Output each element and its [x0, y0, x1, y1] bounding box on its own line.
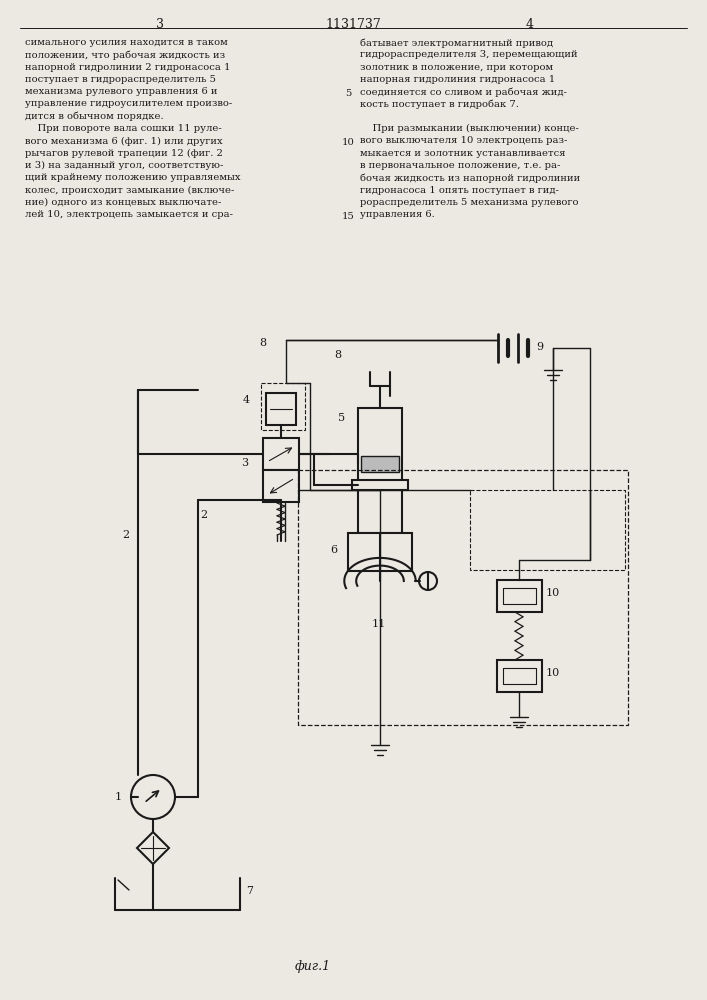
Bar — [263, 438, 299, 470]
Text: 2: 2 — [122, 530, 129, 540]
Text: 5: 5 — [345, 89, 351, 98]
Text: мыкается и золотник устанавливается: мыкается и золотник устанавливается — [360, 149, 566, 158]
Text: 7: 7 — [246, 886, 253, 896]
Text: ние) одного из концевых выключате-: ние) одного из концевых выключате- — [25, 198, 221, 207]
Text: 15: 15 — [341, 212, 354, 221]
Text: рораспределитель 5 механизма рулевого: рораспределитель 5 механизма рулевого — [360, 198, 578, 207]
Text: 10: 10 — [546, 668, 560, 678]
Bar — [352, 480, 408, 490]
Text: 8: 8 — [334, 350, 341, 360]
Bar — [266, 393, 296, 425]
Bar — [263, 470, 299, 502]
Text: управление гидроусилителем произво-: управление гидроусилителем произво- — [25, 100, 233, 108]
Text: 5: 5 — [338, 413, 345, 423]
Text: и 3) на заданный угол, соответствую-: и 3) на заданный угол, соответствую- — [25, 161, 223, 170]
Bar — [497, 660, 542, 692]
Text: колес, происходит замыкание (включе-: колес, происходит замыкание (включе- — [25, 186, 235, 195]
Text: 1: 1 — [115, 792, 122, 802]
Text: механизма рулевого управления 6 и: механизма рулевого управления 6 и — [25, 87, 218, 96]
Text: фиг.1: фиг.1 — [295, 960, 331, 973]
Text: положении, что рабочая жидкость из: положении, что рабочая жидкость из — [25, 50, 225, 60]
Text: 9: 9 — [536, 342, 543, 352]
Text: 3: 3 — [241, 458, 248, 468]
Text: лей 10, электроцепь замыкается и сра-: лей 10, электроцепь замыкается и сра- — [25, 210, 233, 219]
Text: рычагов рулевой трапеции 12 (фиг. 2: рычагов рулевой трапеции 12 (фиг. 2 — [25, 149, 223, 158]
Bar — [361, 456, 399, 472]
Bar — [470, 490, 625, 570]
Bar — [298, 470, 628, 725]
Bar — [497, 580, 542, 612]
Text: 4: 4 — [243, 395, 250, 405]
Text: При размыкании (выключении) конце-: При размыкании (выключении) конце- — [360, 124, 579, 133]
Text: гидрораспределителя 3, перемещающий: гидрораспределителя 3, перемещающий — [360, 50, 578, 59]
Text: управления 6.: управления 6. — [360, 210, 435, 219]
Text: батывает электромагнитный привод: батывает электромагнитный привод — [360, 38, 553, 47]
Text: При повороте вала сошки 11 руле-: При повороте вала сошки 11 руле- — [25, 124, 222, 133]
Bar — [358, 408, 402, 533]
Text: 8: 8 — [259, 338, 266, 348]
Text: вого выключателя 10 электроцепь раз-: вого выключателя 10 электроцепь раз- — [360, 136, 568, 145]
Text: напорная гидролиния гидронасоса 1: напорная гидролиния гидронасоса 1 — [360, 75, 555, 84]
Circle shape — [419, 572, 437, 590]
Text: 2: 2 — [200, 510, 207, 520]
Bar — [261, 383, 305, 430]
Text: симального усилия находится в таком: симального усилия находится в таком — [25, 38, 228, 47]
Text: гидронасоса 1 опять поступает в гид-: гидронасоса 1 опять поступает в гид- — [360, 186, 559, 195]
Text: золотник в положение, при котором: золотник в положение, при котором — [360, 63, 553, 72]
Text: бочая жидкость из напорной гидролинии: бочая жидкость из напорной гидролинии — [360, 173, 580, 183]
Text: в первоначальное положение, т.е. ра-: в первоначальное положение, т.е. ра- — [360, 161, 561, 170]
Text: 4: 4 — [526, 18, 534, 31]
Text: вого механизма 6 (фиг. 1) или других: вого механизма 6 (фиг. 1) или других — [25, 136, 223, 146]
Text: кость поступает в гидробак 7.: кость поступает в гидробак 7. — [360, 100, 519, 109]
Text: 6: 6 — [330, 545, 337, 555]
Text: щий крайнему положению управляемых: щий крайнему положению управляемых — [25, 173, 240, 182]
Text: 1131737: 1131737 — [325, 18, 381, 31]
Text: дится в обычном порядке.: дится в обычном порядке. — [25, 112, 163, 121]
Text: поступает в гидрораспределитель 5: поступает в гидрораспределитель 5 — [25, 75, 216, 84]
Text: 3: 3 — [156, 18, 164, 31]
Text: напорной гидролинии 2 гидронасоса 1: напорной гидролинии 2 гидронасоса 1 — [25, 63, 230, 72]
Text: соединяется со сливом и рабочая жид-: соединяется со сливом и рабочая жид- — [360, 87, 567, 97]
Text: 10: 10 — [546, 588, 560, 598]
Text: 10: 10 — [341, 138, 354, 147]
Bar — [348, 533, 412, 571]
Text: 11: 11 — [372, 619, 386, 629]
